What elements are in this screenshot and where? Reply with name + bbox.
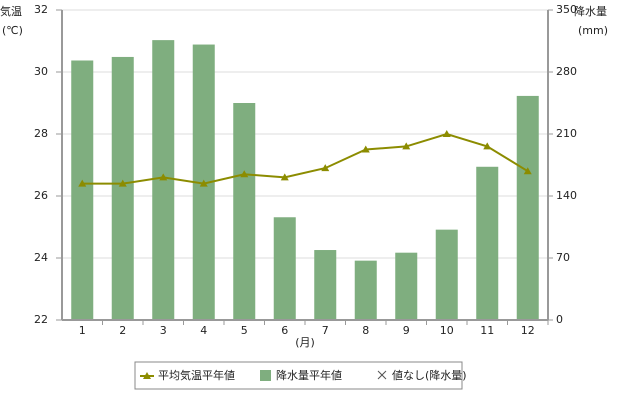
bar xyxy=(354,260,377,320)
bar xyxy=(71,60,94,320)
y2-tick-label: 140 xyxy=(556,189,577,202)
bar xyxy=(516,95,539,321)
bar xyxy=(314,250,337,320)
line-marker xyxy=(118,179,127,187)
x-tick-label: 6 xyxy=(281,324,288,337)
line-marker xyxy=(361,145,370,153)
x-tick-label: 9 xyxy=(403,324,410,337)
bar xyxy=(111,56,134,320)
y2-tick-label: 70 xyxy=(556,251,570,264)
y-tick-label: 22 xyxy=(34,313,48,326)
y2-tick-label: 0 xyxy=(556,313,563,326)
line-marker xyxy=(402,142,411,150)
x-tick-label: 3 xyxy=(160,324,167,337)
legend-box xyxy=(134,361,463,390)
x-tick-label: 5 xyxy=(241,324,248,337)
legend-label: 降水量平年値 xyxy=(276,368,342,382)
line-marker xyxy=(483,142,492,150)
line-marker xyxy=(199,179,208,187)
legend-cross xyxy=(377,370,387,380)
bar xyxy=(435,229,458,320)
y-tick-label: 32 xyxy=(34,3,48,16)
legend-swatch xyxy=(143,372,151,379)
line-marker xyxy=(280,173,289,181)
legend-label: 平均気温平年値 xyxy=(158,368,235,382)
bar xyxy=(395,252,418,320)
legend-swatch xyxy=(260,370,271,381)
x-tick-label: 12 xyxy=(521,324,535,337)
bar xyxy=(273,217,296,320)
line xyxy=(82,132,529,185)
bar xyxy=(476,166,499,320)
x-tick-label: 2 xyxy=(119,324,126,337)
x-tick-label: 8 xyxy=(362,324,369,337)
x-axis-label: (月) xyxy=(295,336,315,349)
bar xyxy=(233,103,256,320)
y-tick-label: 24 xyxy=(34,251,48,264)
y-tick-label: 28 xyxy=(34,127,48,140)
line-marker xyxy=(240,170,249,178)
y2-tick-label: 350 xyxy=(556,3,577,16)
line-marker xyxy=(321,164,330,172)
x-tick-label: 10 xyxy=(440,324,454,337)
line-marker xyxy=(442,130,451,137)
y2-axis-label: 降水量 xyxy=(574,4,607,18)
y-axis-unit: (℃) xyxy=(2,24,23,37)
x-tick-label: 4 xyxy=(200,324,207,337)
legend-note: 値なし(降水量) xyxy=(392,368,467,382)
x-tick-label: 1 xyxy=(79,324,86,337)
line-marker xyxy=(159,173,168,181)
y-tick-label: 30 xyxy=(34,65,48,78)
y-tick-label: 26 xyxy=(34,189,48,202)
y2-tick-label: 210 xyxy=(556,127,577,140)
y2-axis-unit: (mm) xyxy=(578,24,608,37)
x-tick-label: 11 xyxy=(480,324,494,337)
line-marker xyxy=(78,179,87,187)
y-axis-label: 気温 xyxy=(0,4,22,18)
x-tick-label: 7 xyxy=(322,324,329,337)
line-marker xyxy=(523,167,532,175)
y2-tick-label: 280 xyxy=(556,65,577,78)
